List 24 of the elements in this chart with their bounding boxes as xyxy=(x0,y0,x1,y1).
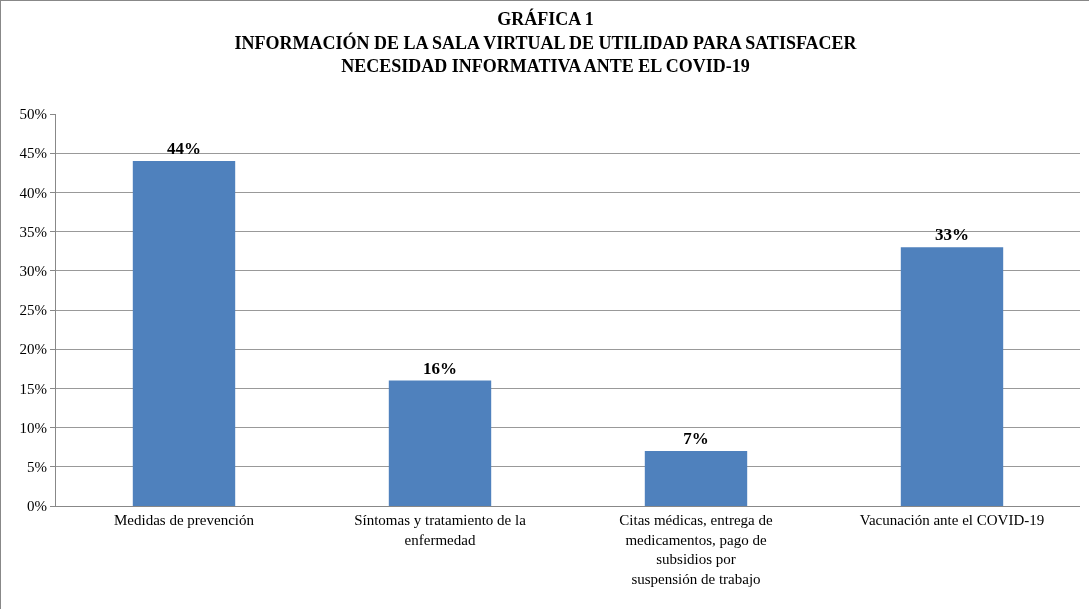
data-label: 16% xyxy=(423,358,457,378)
y-tick-label: 5% xyxy=(27,459,47,476)
y-tick-label: 30% xyxy=(19,263,47,280)
y-tick-label: 25% xyxy=(19,302,47,319)
y-tick-label: 10% xyxy=(19,419,47,436)
bar xyxy=(644,451,748,506)
x-tick-label: Medidas de prevención xyxy=(114,512,255,528)
y-tick-label: 20% xyxy=(19,341,47,358)
data-label: 7% xyxy=(683,429,709,449)
y-tick-label: 40% xyxy=(19,184,47,201)
y-tick-label: 35% xyxy=(19,223,47,240)
data-label: 33% xyxy=(935,225,969,245)
x-tick-label: Citas médicas, entrega de medicamentos, pago de subsidios por suspensión de trabajo xyxy=(619,512,773,587)
bar xyxy=(388,380,492,506)
y-tick-label: 15% xyxy=(19,380,47,397)
y-tick-label: 0% xyxy=(27,498,47,515)
y-tick-label: 45% xyxy=(19,145,47,162)
chart-title: GRÁFICA 1 INFORMACIÓN DE LA SALA VIRTUAL DE UTILIDAD PARA SATISFACER NECESIDAD INFORMATIVA ANTE EL COVID-19 xyxy=(234,8,858,77)
data-label: 44% xyxy=(167,139,201,159)
x-tick-label: Vacunación ante el COVID-19 xyxy=(859,512,1045,528)
x-tick-label: Síntomas y tratamiento de la enfermedad xyxy=(354,512,527,548)
bar xyxy=(132,161,236,506)
bar xyxy=(900,247,1004,506)
y-tick-label: 50% xyxy=(19,106,47,123)
